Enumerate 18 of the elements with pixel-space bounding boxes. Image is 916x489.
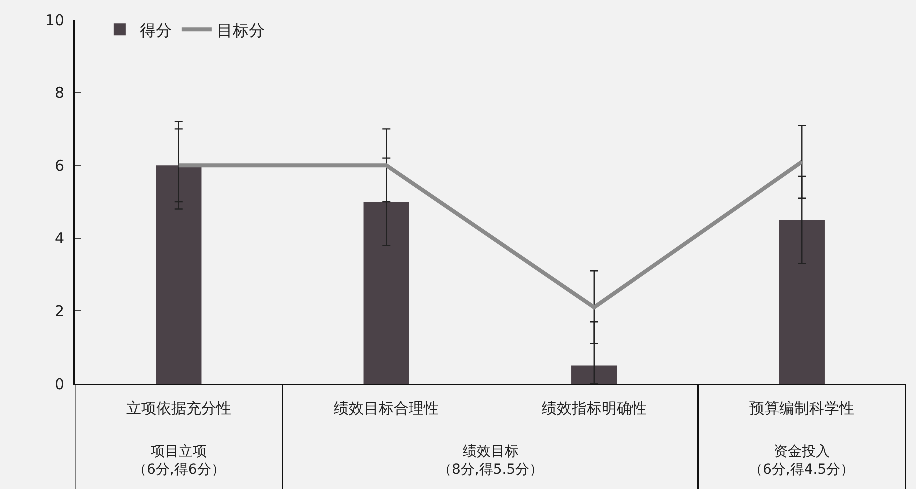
x-tick-label: 绩效指标明确性 <box>542 400 647 418</box>
x-tick-label: 绩效目标合理性 <box>334 400 440 418</box>
text: 绩效目标 <box>463 444 519 460</box>
y-tick-label: 0 <box>54 375 64 394</box>
text: （6分,得6分） <box>133 462 226 478</box>
text: 资金投入 <box>774 444 830 460</box>
y-tick-label: 10 <box>45 11 64 30</box>
x-tick-label: 立项依据充分性 <box>126 400 232 418</box>
y-tick-label: 8 <box>54 84 64 102</box>
y-tick-label: 2 <box>54 302 64 320</box>
legend-label: 得分 <box>140 20 172 40</box>
text: （8分,得5.5分） <box>438 462 544 478</box>
y-tick-label: 6 <box>54 156 64 175</box>
legend-label: 目标分 <box>216 20 265 40</box>
text: 项目立项 <box>151 444 207 460</box>
text: （6分,得4.5分） <box>749 462 855 478</box>
y-tick-label: 4 <box>54 230 64 248</box>
x-tick-label: 预算编制科学性 <box>750 400 855 418</box>
